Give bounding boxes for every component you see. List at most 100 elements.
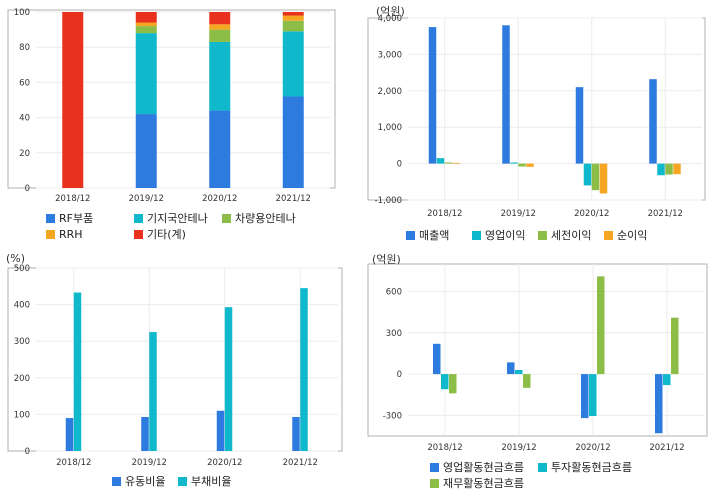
x-tick-label: 2020/12 [574,209,609,219]
bar [597,276,605,375]
legend-item-net-income[interactable]: 순이익 [604,229,647,243]
legend-label: 영업이익 [485,229,526,242]
legend-swatch-vehicle-antenna [222,213,231,223]
legend-item-operating-cf[interactable]: 영업활동현금흐름 [430,461,524,475]
bar-segment [135,114,157,188]
bar [441,374,449,390]
bar [663,374,671,386]
legend-item-revenue[interactable]: 매출액 [406,229,449,243]
legend-label: 기지국안테나 [147,212,208,225]
y-tick-label: 600 [386,288,402,298]
y-tick-label: 300 [386,329,402,339]
legend-swatch-financing-cf [430,478,439,488]
bar-segment [282,31,304,97]
bar [65,418,74,451]
y-tick-label: 60 [19,78,30,88]
product-mix-chart: 0 20 40 60 80 100 2018/12 2019/12 2020/12 2021/12… [0,0,360,248]
legend-label: 유동비율 [125,475,166,488]
legend-swatch-operating-cf [430,462,439,472]
x-tick-label: 2019/12 [501,209,536,219]
income-unit-label: (억원) [376,5,405,18]
bar-segment [135,12,157,23]
bar [292,416,300,451]
legend-item-debt-ratio[interactable]: 부채비율 [178,475,231,489]
bar [452,162,461,164]
bar [515,369,523,375]
legend-item-operating-income[interactable]: 영업이익 [472,229,525,243]
ratio-chart-svg: 0 100 200 300 400 500 2018/12 2019/12 2020/12 202… [7,264,343,468]
bar-segment [209,29,231,42]
bar [581,374,589,419]
legend-swatch-debt-ratio [178,476,187,486]
legend-item-rf-parts[interactable]: RF부품 [46,212,93,226]
x-tick-label: 2018/12 [55,194,90,204]
bar [449,374,457,394]
legend-item-current-ratio[interactable]: 유동비율 [112,475,165,489]
legend-swatch-investing-cf [538,462,547,472]
bar [216,410,225,451]
income-legend: 매출액 영업이익 세전이익 순이익 [360,0,720,248]
x-tick-label: 2019/12 [129,194,164,204]
bar [575,87,584,164]
y-tick-label: 1,000 [378,123,402,133]
legend-swatch-base-station-antenna [134,213,143,223]
legend-swatch-revenue [406,230,415,240]
legend-item-investing-cf[interactable]: 투자활동현금흐름 [538,461,632,475]
bar [583,163,592,186]
ratio-legend: 유동비율 부채비율 [0,248,360,496]
y-tick-label: -300 [383,411,402,421]
bar [518,163,526,167]
y-tick-label: 0 [397,370,402,380]
y-tick-label: 20 [19,149,30,159]
legend-item-others[interactable]: 기타(계) [134,228,186,242]
bar-segment [209,12,231,25]
bar [73,292,82,451]
legend-label: 영업활동현금흐름 [443,461,524,474]
legend-item-vehicle-antenna[interactable]: 차량용안테나 [222,212,296,226]
bar-segment [62,12,84,188]
bar [671,317,679,375]
legend-item-base-station-antenna[interactable]: 기지국안테나 [134,212,208,226]
legend-label: RRH [59,228,83,241]
x-tick-label: 2021/12 [276,194,311,204]
bar [673,163,681,175]
bar [444,162,453,164]
bar [433,343,441,375]
bar-segment [282,20,304,32]
bar-segment [282,96,304,188]
legend-label: 차량용안테나 [235,212,296,225]
y-tick-label: 80 [19,43,30,53]
bar [657,163,665,176]
bar-segment [135,26,157,34]
bar [510,162,518,164]
legend-item-pretax-income[interactable]: 세전이익 [538,229,591,243]
x-tick-label: 2021/12 [283,458,318,468]
legend-item-financing-cf[interactable]: 재무활동현금흐름 [430,477,524,491]
x-tick-label: 2019/12 [132,458,167,468]
legend-swatch-net-income [604,230,613,240]
y-tick-label: 0 [397,160,402,170]
bar [436,158,445,164]
cashflow-legend: 영업활동현금흐름 투자활동현금흐름 재무활동현금흐름 [360,248,720,496]
x-tick-label: 2020/12 [575,443,610,453]
bar [224,307,233,451]
bar-segment [282,12,304,16]
legend-item-rrh[interactable]: RRH [46,228,83,242]
legend-swatch-pretax-income [538,230,547,240]
x-tick-label: 2021/12 [649,443,684,453]
y-tick-label: 100 [14,8,30,18]
bar [665,163,673,175]
bar-segment [209,41,231,111]
x-tick-label: 2018/12 [427,209,462,219]
bar-segment [135,33,157,115]
cashflow-chart: -300 0 300 600 2018/12 2019/12 2020/12 2021/12 … [360,248,720,496]
y-tick-label: 100 [14,410,30,420]
bar [507,362,515,375]
legend-swatch-operating-income [472,230,481,240]
bar [149,332,157,451]
y-tick-label: -1,000 [375,196,402,206]
bar-segment [209,110,231,188]
legend-label: 재무활동현금흐름 [443,477,524,490]
y-tick-label: 4,000 [378,14,402,24]
y-tick-label: 0 [25,184,30,194]
